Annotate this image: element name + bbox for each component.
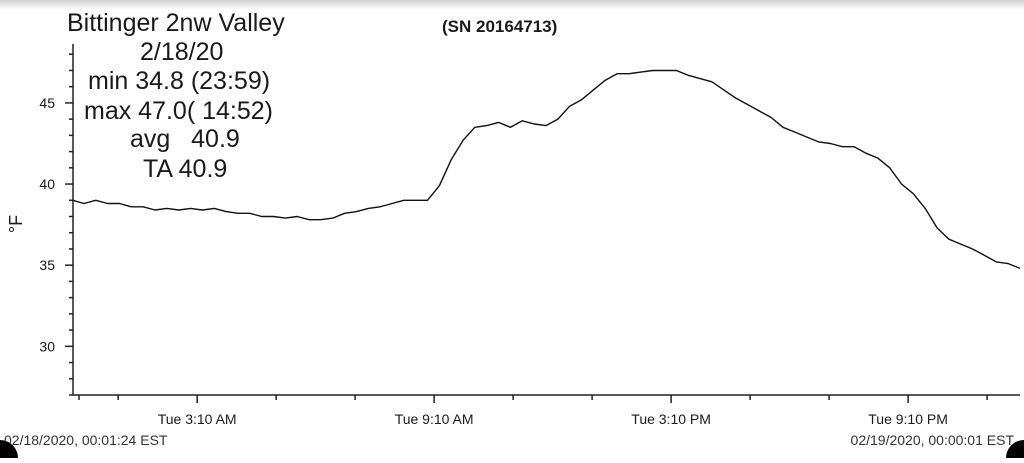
avg-stat: avg 40.9: [130, 125, 240, 153]
x-tick-label: Tue 9:10 PM: [868, 411, 948, 427]
y-tick-label: 35: [39, 257, 55, 273]
y-tick-label: 30: [39, 338, 55, 354]
x-tick-label: Tue 9:10 AM: [395, 411, 474, 427]
y-axis-label: °F: [6, 215, 26, 233]
min-stat: min 34.8 (23:59): [88, 67, 271, 95]
serial-number: (SN 20164713): [442, 17, 558, 36]
end-timestamp: 02/19/2020, 00:00:01 EST: [850, 432, 1014, 448]
chart-date: 2/18/20: [140, 38, 224, 66]
y-tick-label: 45: [39, 95, 55, 111]
y-tick-label: 40: [39, 176, 55, 192]
x-tick-label: Tue 3:10 AM: [158, 411, 237, 427]
top-edge-shadow: [0, 0, 1024, 10]
ta-stat: TA 40.9: [143, 155, 228, 183]
start-timestamp: 02/18/2020, 00:01:24 EST: [4, 432, 168, 448]
x-axis: Tue 3:10 AM Tue 9:10 AM Tue 3:10 PM Tue 9:1…: [78, 395, 988, 427]
series-layer: [72, 69, 1021, 270]
temperature-line: [72, 69, 1021, 270]
chart-title: Bittinger 2nw Valley: [67, 9, 285, 37]
screen-corner: [1006, 440, 1024, 458]
y-axis: 30 35 40 45: [39, 53, 73, 396]
max-stat: max 47.0( 14:52): [84, 97, 273, 125]
x-tick-label: Tue 3:10 PM: [631, 411, 711, 427]
